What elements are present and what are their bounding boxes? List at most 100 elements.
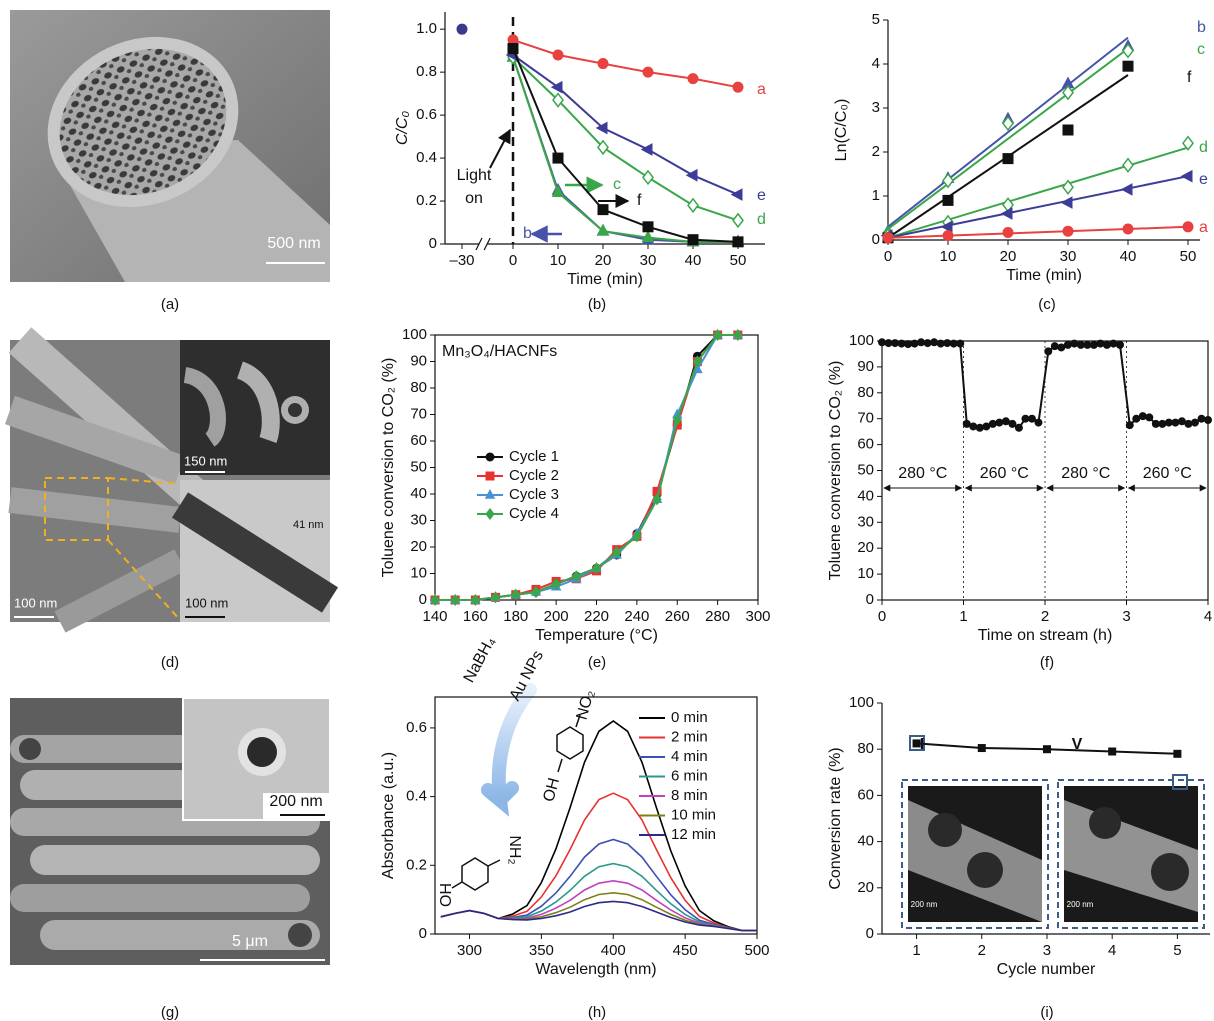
data-point (943, 195, 953, 205)
annotation: 260 °C (1143, 465, 1192, 482)
plot-frame (435, 335, 758, 600)
x-axis-label: Time on stream (h) (978, 627, 1113, 644)
data-point (1063, 125, 1073, 135)
x-tick-label: 50 (730, 252, 747, 269)
x-tick-label: 500 (744, 942, 769, 959)
x-tick-label: 10 (940, 248, 957, 265)
data-point (1090, 341, 1097, 348)
data-point (1097, 340, 1104, 347)
y-tick-label: 40 (857, 487, 874, 504)
data-point (957, 340, 964, 347)
data-point (1172, 419, 1179, 426)
data-point (508, 44, 518, 54)
y-tick-label: 70 (410, 405, 427, 422)
x-tick-label: 40 (685, 252, 702, 269)
y-tick-label: 10 (857, 565, 874, 582)
data-point (1183, 222, 1193, 232)
y-tick-label: 60 (857, 436, 874, 453)
data-point (1002, 418, 1009, 425)
annotation: OH (540, 776, 563, 804)
x-tick-label: 350 (529, 942, 554, 959)
y-tick-label: 80 (857, 384, 874, 401)
data-point (643, 222, 653, 232)
annotation: V (1072, 736, 1083, 753)
x-tick-label: 4 (1204, 608, 1212, 625)
data-point (642, 144, 652, 155)
legend-label: 0 min (671, 709, 708, 726)
data-point (1015, 424, 1022, 431)
scale-label: 200 nm (269, 793, 322, 810)
data-point (1116, 341, 1123, 348)
series-line (513, 57, 738, 242)
annotation: OH (438, 883, 455, 907)
y-tick-label: 0 (419, 925, 427, 942)
y-tick-label: 100 (402, 326, 427, 343)
data-point (1110, 340, 1117, 347)
y-tick-label: 10 (410, 564, 427, 581)
legend-label: 4 min (671, 748, 708, 765)
data-point (911, 340, 918, 347)
annotation: Light (457, 167, 492, 184)
data-point (1123, 61, 1133, 71)
series-line (513, 49, 738, 242)
y-axis-label: Ln(C/C₀) (833, 99, 850, 162)
data-point (1126, 422, 1133, 429)
data-point (943, 231, 953, 241)
data-point (983, 423, 990, 430)
scale-label: 150 nm (184, 453, 227, 468)
panel-label: (d) (161, 654, 179, 671)
y-tick-label: 0.2 (416, 192, 437, 209)
pore (928, 813, 962, 847)
data-point (1084, 341, 1091, 348)
molecule-ring (557, 727, 583, 759)
x-tick-label: 300 (457, 942, 482, 959)
data-point (1003, 228, 1013, 238)
x-tick-label: 400 (601, 942, 626, 959)
x-tick-label: 240 (624, 608, 649, 625)
data-point (1133, 415, 1140, 422)
tube (10, 884, 310, 912)
x-tick-label: –30 (449, 252, 474, 269)
y-tick-label: 60 (857, 786, 874, 803)
scale-label: 500 nm (267, 235, 320, 252)
series-label: c (613, 176, 621, 193)
y-tick-label: 30 (410, 511, 427, 528)
x-tick-label: 0 (509, 252, 517, 269)
tube-hole (288, 403, 302, 417)
x-tick-label: 260 (665, 608, 690, 625)
x-tick-label: 280 (705, 608, 730, 625)
x-tick-label: 5 (1173, 942, 1181, 959)
y-tick-label: 80 (857, 740, 874, 757)
series-label: d (757, 211, 766, 228)
y-tick-label: 0.2 (406, 856, 427, 873)
x-tick-label: 1 (959, 608, 967, 625)
y-tick-label: 80 (410, 379, 427, 396)
data-point (885, 340, 892, 347)
annotation: NO₂ (574, 688, 598, 722)
data-point (883, 233, 893, 243)
x-axis-label: Temperature (°C) (535, 627, 658, 644)
data-point (1191, 419, 1198, 426)
annotation: 260 °C (980, 465, 1029, 482)
x-tick-label: 3 (1043, 942, 1051, 959)
data-point (643, 171, 653, 184)
y-tick-label: 0.4 (416, 149, 437, 166)
data-point (598, 205, 608, 215)
series-line (513, 55, 738, 195)
data-point (1103, 341, 1110, 348)
x-tick-label: 1 (912, 942, 920, 959)
data-point (1003, 154, 1013, 164)
x-axis-label: Wavelength (nm) (535, 961, 656, 978)
data-point (950, 340, 957, 347)
data-point (1051, 343, 1058, 350)
y-tick-label: 0 (429, 235, 437, 252)
x-tick-label: 2 (978, 942, 986, 959)
annotation: 200 nm (1067, 900, 1094, 909)
x-axis-label: Time (min) (1006, 267, 1082, 284)
bond (488, 860, 500, 866)
data-point (970, 423, 977, 430)
y-axis-label: Absorbance (a.u.) (380, 752, 397, 879)
data-point (1146, 414, 1153, 421)
sem-image-a: 500 nm (10, 6, 330, 282)
pore (247, 737, 277, 767)
